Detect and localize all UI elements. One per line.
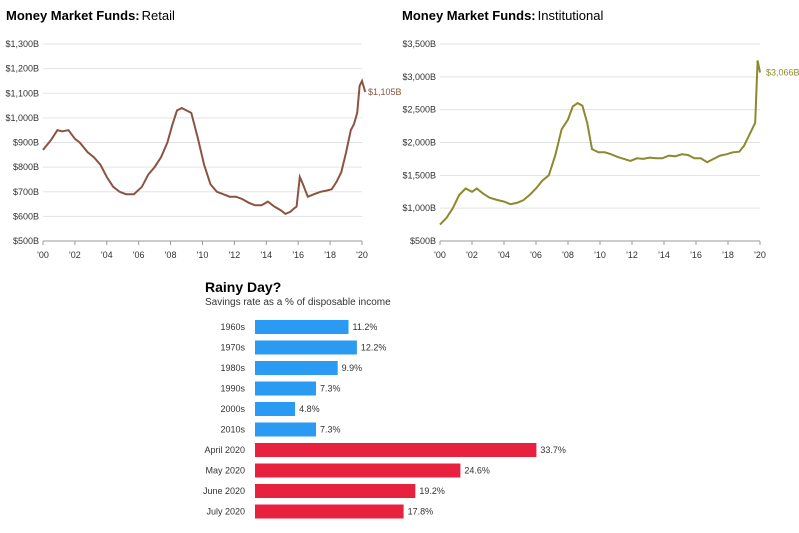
bar-category-label: June 2020 [203, 486, 245, 496]
retail-x-tick-label: '18 [324, 250, 336, 260]
bar-chart-subtitle: Savings rate as a % of disposable income [205, 297, 391, 308]
bar-value-label: 24.6% [464, 466, 490, 476]
inst-x-tick-label: '12 [626, 250, 638, 260]
retail-y-tick-label: $1,100B [5, 88, 39, 98]
inst-x-tick-label: '10 [594, 250, 606, 260]
inst-y-tick-label: $1,000B [402, 203, 436, 213]
bar-category-label: May 2020 [205, 466, 245, 476]
bar-value-label: 7.3% [320, 384, 341, 394]
retail-y-tick-label: $1,200B [5, 64, 39, 74]
retail-x-tick-label: '16 [292, 250, 304, 260]
bar-may-2020 [255, 463, 461, 478]
retail-x-tick-label: '00 [37, 250, 49, 260]
bar-1990s [255, 381, 316, 396]
bar-value-label: 12.2% [361, 343, 387, 353]
inst-x-tick-label: '18 [722, 250, 734, 260]
inst-x-tick-label: '06 [530, 250, 542, 260]
bar-value-label: 17.8% [408, 507, 434, 517]
inst-y-tick-label: $3,500B [402, 39, 436, 49]
retail-title-main: Money Market Funds: [6, 8, 140, 23]
retail-x-tick-label: '20 [356, 250, 368, 260]
bar-value-label: 7.3% [320, 425, 341, 435]
retail-y-tick-label: $1,300B [5, 39, 39, 49]
institutional-title-main: Money Market Funds: [402, 8, 536, 23]
inst-x-tick-label: '20 [754, 250, 766, 260]
inst-x-tick-label: '04 [498, 250, 510, 260]
inst-x-tick-label: '16 [690, 250, 702, 260]
bar-1960s [255, 320, 349, 334]
inst-x-tick-label: '14 [658, 250, 670, 260]
bar-april-2020 [255, 443, 537, 457]
inst-y-tick-label: $500B [410, 236, 436, 246]
bar-category-label: 1970s [220, 343, 245, 353]
bar-2010s [255, 422, 316, 437]
retail-y-tick-label: $500B [13, 236, 39, 246]
bar-category-label: 2010s [220, 425, 245, 435]
bar-1970s [255, 340, 357, 355]
institutional-line-chart: Money Market Funds: Institutional $500B $1… [402, 8, 799, 260]
retail-y-tick-label: $600B [13, 211, 39, 221]
bar-value-label: 11.2% [353, 322, 378, 332]
retail-x-tick-label: '12 [229, 250, 241, 260]
retail-x-tick-label: '04 [101, 250, 113, 260]
bar-category-label: 1960s [220, 322, 245, 332]
bar-category-label: 1980s [220, 363, 245, 373]
bar-2000s [255, 402, 296, 416]
retail-y-tick-label: $700B [13, 187, 39, 197]
bar-1980s [255, 361, 338, 375]
bar-category-label: 1990s [220, 384, 245, 394]
bar-july-2020 [255, 504, 404, 519]
retail-y-tick-label: $800B [13, 162, 39, 172]
inst-x-tick-label: '00 [434, 250, 446, 260]
retail-x-tick-label: '08 [165, 250, 177, 260]
institutional-end-value-label: $3,066B [766, 67, 799, 77]
retail-line-chart: Money Market Funds: Retail $500B $600B $700… [5, 8, 401, 260]
bar-value-label: 9.9% [342, 363, 363, 373]
inst-y-tick-label: $2,000B [402, 138, 436, 148]
retail-x-tick-label: '06 [133, 250, 145, 260]
institutional-chart-title: Money Market Funds: Institutional [402, 8, 603, 23]
retail-x-tick-label: '10 [197, 250, 209, 260]
inst-x-tick-label: '08 [562, 250, 574, 260]
bar-june-2020 [255, 484, 416, 498]
bar-value-label: 33.7% [540, 445, 566, 455]
institutional-title-sub: Institutional [538, 8, 604, 23]
retail-x-tick-label: '14 [260, 250, 272, 260]
retail-end-value-label: $1,105B [368, 87, 402, 97]
bar-value-label: 4.8% [299, 404, 320, 414]
retail-series-line [42, 78, 367, 216]
bar-chart-title: Rainy Day? [205, 279, 281, 295]
inst-y-tick-label: $2,500B [402, 105, 436, 115]
bar-category-label: July 2020 [206, 507, 245, 517]
retail-title-sub: Retail [142, 8, 175, 23]
retail-x-tick-label: '02 [69, 250, 81, 260]
inst-x-tick-label: '02 [466, 250, 478, 260]
retail-chart-title: Money Market Funds: Retail [6, 8, 175, 23]
inst-y-tick-label: $3,000B [402, 72, 436, 82]
institutional-series-line [439, 60, 761, 226]
retail-y-tick-label: $900B [13, 138, 39, 148]
bar-value-label: 19.2% [419, 486, 445, 496]
inst-y-tick-label: $1,500B [402, 170, 436, 180]
retail-y-tick-label: $1,000B [5, 113, 39, 123]
bar-category-label: 2000s [220, 404, 245, 414]
bar-category-label: April 2020 [204, 445, 245, 455]
savings-rate-bar-chart: Rainy Day? Savings rate as a % of dispos… [203, 279, 566, 519]
